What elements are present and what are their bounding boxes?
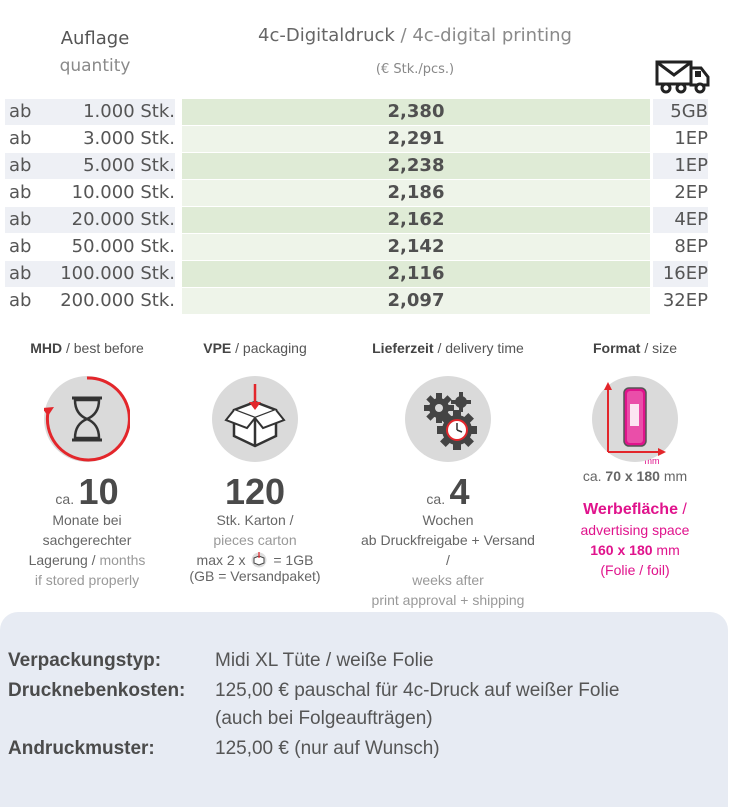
delivery-value-line: ca. 4 <box>426 471 470 512</box>
bag-dimension-icon <box>592 376 678 462</box>
price-unit: (€ Stk./pcs.) <box>375 62 455 77</box>
print-header-sep: / <box>394 25 413 46</box>
table-row: ab 5.000 Stk. 2,238 1EP <box>5 153 708 180</box>
format-size: ca. 70 x 180 mm <box>582 468 688 484</box>
details-box: Verpackungstyp: Midi XL Tüte / weiße Fol… <box>0 612 728 807</box>
delivery-line3: weeks after <box>412 572 484 588</box>
print-header-en: 4c-digital printing <box>412 25 572 46</box>
price-cell: 2,380 <box>182 99 650 125</box>
quantity-cell: 50.000 Stk. <box>71 236 175 257</box>
packaging-gb-note: (GB = Versandpaket) <box>189 568 321 584</box>
quantity-cell: 200.000 Stk. <box>60 290 175 311</box>
proof-sample-label: Andruckmuster: <box>8 738 155 759</box>
best-before-line2: sachgerechter <box>42 532 132 548</box>
price-cell: 2,186 <box>182 180 650 206</box>
packaging-cell: 16EP <box>653 261 708 287</box>
ad-space-title: Werbefläche / <box>583 501 687 518</box>
table-row: ab 100.000 Stk. 2,116 16EP <box>5 261 708 288</box>
packaging-cell: 8EP <box>674 236 708 257</box>
from-label: ab <box>5 261 37 287</box>
best-before-title: MHD / best before <box>30 340 144 356</box>
table-row: ab 1.000 Stk. 2,380 5GB <box>5 99 708 126</box>
packaging-line1: Stk. Karton / <box>216 512 294 528</box>
price-cell: 2,162 <box>182 207 650 233</box>
print-costs-value: 125,00 € pauschal für 4c-Druck auf weiße… <box>215 680 620 701</box>
print-header-de: 4c-Digitaldruck <box>258 25 395 46</box>
from-label: ab <box>5 99 37 125</box>
packaging-info: VPE / packaging 120 Stk. Karton / pieces… <box>165 340 345 584</box>
table-row: ab 200.000 Stk. 2,097 32EP <box>5 288 708 315</box>
quantity-header-en: quantity <box>59 56 131 76</box>
delivery-value: 4 <box>449 471 470 512</box>
packaging-type-value: Midi XL Tüte / weiße Folie <box>215 650 434 671</box>
format-title: Format / size <box>592 340 678 356</box>
print-header: 4c-Digitaldruck / 4c-digital printing <box>180 25 650 46</box>
table-row: ab 50.000 Stk. 2,142 8EP <box>5 234 708 261</box>
price-cell: 2,097 <box>182 288 650 314</box>
mm-label: mm <box>644 456 660 466</box>
packaging-line2: pieces carton <box>213 532 297 548</box>
delivery-line4: print approval + shipping <box>371 592 525 608</box>
from-label: ab <box>9 128 32 149</box>
from-label: ab <box>5 207 37 233</box>
price-cell: 2,142 <box>182 234 650 260</box>
packaging-cell: 1EP <box>674 128 708 149</box>
best-before-line4: if stored properly <box>34 572 140 588</box>
delivery-info: Lieferzeit / delivery time <box>358 340 538 610</box>
best-before-info: MHD / best before ca. 10 Monate bei sach… <box>0 340 177 590</box>
print-costs-label: Drucknebenkosten: <box>8 680 186 701</box>
best-before-value-line: ca. 10 <box>55 471 119 512</box>
table-row: ab 20.000 Stk. 2,162 4EP <box>5 207 708 234</box>
small-box-icon <box>251 552 267 568</box>
ad-space-en: advertising space <box>580 522 690 538</box>
hourglass-icon <box>44 376 130 462</box>
table-row: ab 3.000 Stk. 2,291 1EP <box>5 126 708 153</box>
packaging-cell: 5GB <box>653 99 708 125</box>
proof-sample-value: 125,00 € (nur auf Wunsch) <box>215 738 440 759</box>
print-costs-note: (auch bei Folgeaufträgen) <box>215 708 433 729</box>
ad-space-size: 160 x 180 mm <box>590 542 680 558</box>
box-icon <box>212 376 298 462</box>
packaging-cell: 4EP <box>653 207 708 233</box>
price-cell: 2,116 <box>182 261 650 287</box>
packaging-cell: 32EP <box>662 290 708 311</box>
quantity-cell: 100.000 Stk. <box>35 261 175 287</box>
quantity-cell: 20.000 Stk. <box>35 207 175 233</box>
delivery-line2: ab Druckfreigabe + Versand / <box>361 532 535 568</box>
format-info: Format / size mm ca. 70 x 180 mm Werbefl… <box>545 340 725 580</box>
from-label: ab <box>5 153 37 179</box>
packaging-cell: 2EP <box>674 182 708 203</box>
best-before-value: 10 <box>78 471 119 512</box>
table-row: ab 10.000 Stk. 2,186 2EP <box>5 180 708 207</box>
packaging-cell: 1EP <box>653 153 708 179</box>
price-cell: 2,238 <box>182 153 650 179</box>
envelope-truck-icon <box>655 60 710 94</box>
price-table: ab 1.000 Stk. 2,380 5GB ab 3.000 Stk. 2,… <box>5 99 708 315</box>
best-before-line1: Monate bei <box>52 512 122 528</box>
quantity-cell: 5.000 Stk. <box>35 153 175 179</box>
quantity-cell: 3.000 Stk. <box>83 128 175 149</box>
ad-space-foil: (Folie / foil) <box>600 562 670 578</box>
delivery-line1: Wochen <box>422 512 474 528</box>
packaging-type-label: Verpackungstyp: <box>8 650 162 671</box>
quantity-cell: 10.000 Stk. <box>71 182 175 203</box>
from-label: ab <box>9 236 32 257</box>
packaging-value: 120 <box>224 471 286 512</box>
price-cell: 2,291 <box>182 126 650 152</box>
gears-clock-icon <box>405 376 491 462</box>
quantity-header-de: Auflage <box>60 28 130 49</box>
from-label: ab <box>9 290 32 311</box>
quantity-cell: 1.000 Stk. <box>35 99 175 125</box>
delivery-title: Lieferzeit / delivery time <box>372 340 524 356</box>
from-label: ab <box>9 182 32 203</box>
packaging-max: max 2 x = 1GB <box>196 552 314 568</box>
packaging-title: VPE / packaging <box>203 340 307 356</box>
best-before-line3: Lagerung / months <box>28 552 146 568</box>
